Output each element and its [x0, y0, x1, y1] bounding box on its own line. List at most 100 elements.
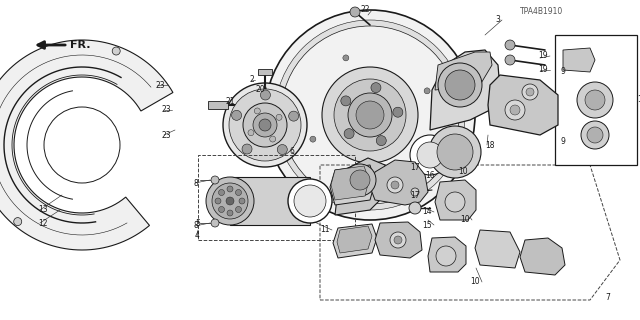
Circle shape: [343, 55, 349, 61]
Polygon shape: [520, 238, 565, 275]
Text: 9: 9: [560, 138, 565, 147]
Polygon shape: [475, 230, 520, 268]
Text: 9: 9: [560, 68, 565, 76]
Circle shape: [232, 110, 242, 120]
Text: 15: 15: [422, 220, 432, 229]
Text: 16: 16: [426, 171, 435, 180]
Circle shape: [424, 88, 430, 94]
Text: 17: 17: [410, 190, 420, 199]
Circle shape: [393, 107, 403, 117]
Circle shape: [218, 206, 225, 212]
Circle shape: [288, 179, 332, 223]
Circle shape: [390, 232, 406, 248]
Circle shape: [236, 206, 241, 212]
Circle shape: [227, 210, 233, 216]
Circle shape: [429, 126, 481, 178]
Polygon shape: [430, 50, 500, 130]
Polygon shape: [435, 180, 476, 220]
Circle shape: [387, 177, 403, 193]
Circle shape: [223, 83, 307, 167]
Circle shape: [206, 177, 254, 225]
Polygon shape: [563, 48, 595, 72]
Circle shape: [212, 183, 248, 219]
Polygon shape: [385, 162, 415, 195]
Circle shape: [253, 113, 277, 137]
Text: 5: 5: [195, 219, 200, 228]
Text: 19: 19: [538, 66, 548, 75]
Text: 3: 3: [495, 15, 500, 25]
Circle shape: [269, 136, 276, 142]
Polygon shape: [337, 226, 372, 253]
Circle shape: [350, 7, 360, 17]
Text: 22: 22: [360, 5, 370, 14]
Text: 4: 4: [195, 231, 200, 241]
Circle shape: [260, 90, 271, 100]
Polygon shape: [370, 160, 428, 205]
Circle shape: [265, 10, 475, 220]
Polygon shape: [428, 237, 466, 272]
Text: 18: 18: [485, 140, 495, 149]
Circle shape: [505, 55, 515, 65]
Polygon shape: [488, 75, 558, 135]
Circle shape: [411, 188, 419, 196]
Text: 2: 2: [250, 76, 255, 84]
Text: 10: 10: [470, 277, 480, 286]
Circle shape: [356, 101, 384, 129]
Text: 8: 8: [193, 221, 198, 230]
Circle shape: [242, 144, 252, 154]
Bar: [230, 177, 310, 225]
Text: 23: 23: [162, 131, 172, 140]
Circle shape: [239, 198, 245, 204]
Polygon shape: [0, 40, 173, 250]
Text: 23: 23: [155, 81, 164, 90]
Circle shape: [581, 121, 609, 149]
Polygon shape: [330, 165, 375, 205]
Circle shape: [445, 70, 475, 100]
Circle shape: [281, 26, 459, 204]
Circle shape: [259, 119, 271, 131]
Circle shape: [391, 169, 397, 175]
Circle shape: [334, 79, 406, 151]
Circle shape: [310, 136, 316, 142]
Circle shape: [344, 164, 376, 196]
Bar: [208, 101, 228, 109]
Circle shape: [391, 181, 399, 189]
Circle shape: [289, 111, 299, 121]
Circle shape: [294, 185, 326, 217]
Circle shape: [376, 136, 387, 146]
Circle shape: [218, 189, 225, 196]
Text: 14: 14: [422, 207, 432, 217]
Text: 7: 7: [605, 293, 610, 302]
Text: 12: 12: [38, 219, 47, 228]
Circle shape: [248, 130, 254, 136]
Polygon shape: [375, 222, 422, 258]
Polygon shape: [335, 158, 385, 215]
Circle shape: [522, 84, 538, 100]
Circle shape: [505, 40, 515, 50]
Text: 10: 10: [458, 167, 468, 177]
Circle shape: [350, 170, 370, 190]
Circle shape: [348, 93, 392, 137]
Circle shape: [226, 197, 234, 205]
Polygon shape: [435, 52, 492, 90]
Text: 17: 17: [410, 163, 420, 172]
Circle shape: [13, 218, 22, 226]
Text: 20: 20: [255, 85, 265, 94]
Text: TPA4B1910: TPA4B1910: [520, 7, 563, 17]
Circle shape: [394, 236, 402, 244]
Circle shape: [409, 202, 421, 214]
Circle shape: [254, 108, 260, 114]
Text: FR.: FR.: [70, 40, 90, 50]
Text: 6: 6: [290, 148, 295, 156]
Circle shape: [211, 176, 219, 184]
Circle shape: [322, 67, 418, 163]
Text: 10: 10: [460, 215, 470, 225]
Bar: [258, 69, 272, 75]
Circle shape: [236, 189, 241, 196]
Text: 1: 1: [637, 95, 640, 105]
Circle shape: [410, 135, 450, 175]
Circle shape: [227, 186, 233, 192]
Text: 11: 11: [321, 226, 330, 235]
Circle shape: [371, 83, 381, 92]
Text: 23: 23: [162, 106, 172, 115]
